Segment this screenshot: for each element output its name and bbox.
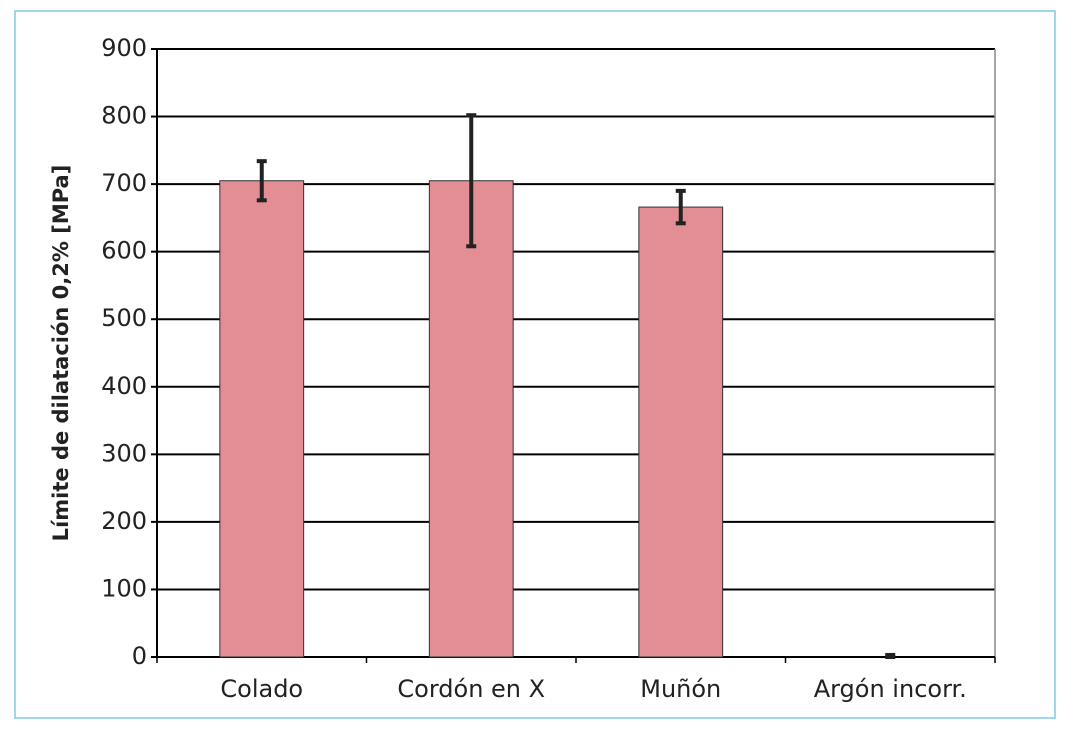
error-bar: [675, 188, 686, 226]
bar: [428, 180, 514, 658]
bar: [638, 206, 724, 658]
x-tick-label: Muñón: [640, 675, 721, 703]
y-tick-label: 100: [101, 574, 147, 602]
y-tick-label: 600: [101, 237, 147, 265]
y-axis-label: Límite de dilatación 0,2% [MPa]: [49, 165, 73, 542]
error-bar: [256, 159, 267, 203]
error-bar: [466, 113, 477, 249]
x-tick-label: Argón incorr.: [814, 675, 967, 703]
bar: [219, 180, 305, 658]
y-tick-label: 500: [101, 304, 147, 332]
x-tick-label: Cordón en X: [397, 675, 545, 703]
y-tick-label: 900: [101, 34, 147, 62]
y-tick-label: 200: [101, 507, 147, 535]
y-tick-label: 0: [132, 642, 147, 670]
frame: [14, 10, 1056, 719]
x-tick-label: Colado: [220, 675, 303, 703]
y-tick-label: 400: [101, 372, 147, 400]
y-tick-label: 300: [101, 439, 147, 467]
y-tick-label: 800: [101, 102, 147, 130]
y-tick-label: 700: [101, 169, 147, 197]
error-bar: [885, 652, 896, 659]
